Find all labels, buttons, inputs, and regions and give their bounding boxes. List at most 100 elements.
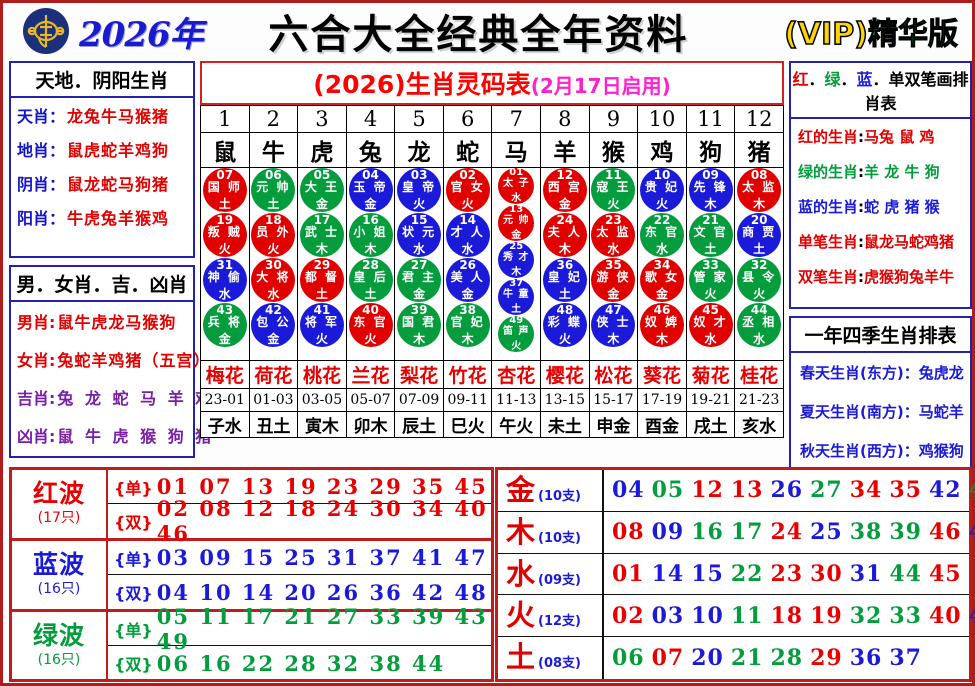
zodiac-number-ball[interactable]: 03 皇 帝火: [397, 168, 442, 212]
zodiac-number-ball[interactable]: 32 县 令火: [737, 258, 782, 302]
ball-element: 火: [218, 242, 231, 256]
column-animal: 蛇: [442, 132, 493, 168]
ball-element: 木: [364, 242, 377, 256]
ball-title: 西 宫: [547, 180, 582, 194]
ball-number: 37: [509, 278, 524, 289]
column-balls: 09 先 锋木 21 文 官土 33 管 家火 45 奴 才水: [685, 167, 736, 361]
zodiac-number-ball[interactable]: 22 东 官水: [639, 213, 684, 257]
element-glyph: 土: [506, 640, 536, 675]
zodiac-number-ball[interactable]: 40 东 官火: [348, 303, 393, 347]
column-balls: 08 太 监木 20 商 贾土 32 县 令火 44 丞 相水: [734, 167, 784, 361]
zodiac-number-ball[interactable]: 48 彩 蝶火: [542, 303, 587, 347]
element-number: 04: [612, 477, 645, 504]
wave-odd-row: {单} 05 11 17 21 27 33 39 43 49: [108, 604, 491, 654]
column-flower: 葵花: [637, 360, 687, 389]
zodiac-number-ball[interactable]: 38 官 妃木: [445, 303, 490, 347]
column-time-range: 23-01: [200, 388, 250, 412]
ball-title: 状 元: [402, 225, 437, 239]
zodiac-number-ball[interactable]: 29 都 督土: [299, 258, 344, 302]
zodiac-number-ball[interactable]: 37 牛 童土: [498, 278, 535, 315]
zodiac-number-ball[interactable]: 18 员 外火: [251, 213, 296, 257]
element-number: 22: [730, 560, 764, 587]
ball-title: 丞 相: [742, 315, 777, 329]
zodiac-number-ball[interactable]: 12 西 宫金: [542, 168, 587, 212]
zodiac-number-ball[interactable]: 20 商 贾土: [737, 213, 782, 257]
ball-number: 04: [362, 168, 379, 182]
zodiac-number-ball[interactable]: 24 夫 人木: [542, 213, 587, 257]
ball-element: 木: [461, 332, 474, 346]
zodiac-number-ball[interactable]: 42 包 公金: [251, 303, 296, 347]
even-label: {双}: [114, 513, 153, 532]
column-animal: 鸡: [637, 132, 687, 168]
ball-element: 水: [704, 332, 717, 346]
ball-element: 水: [267, 287, 280, 301]
zodiac-number-ball[interactable]: 02 官 女火: [445, 168, 490, 212]
element-number: 14: [651, 560, 685, 587]
ball-element: 火: [364, 332, 377, 346]
five-elements-table: 金(10支)04051213262734354243木(10支)08091617…: [495, 467, 975, 682]
zodiac-number-ball[interactable]: 11 寇 王火: [591, 168, 636, 212]
ball-title: 奴 才: [693, 315, 728, 329]
zodiac-number-ball[interactable]: 43 兵 将金: [202, 303, 247, 347]
ball-title: 奴 婢: [644, 315, 680, 329]
odd-label: {单}: [114, 620, 153, 640]
zodiac-number-ball[interactable]: 35 游 侠金: [591, 258, 636, 302]
element-row: 水 (09支) 01 14 15 22 23 30 31 44 45: [498, 553, 969, 596]
zodiac-number-ball[interactable]: 44 丞 相水: [737, 303, 782, 347]
zodiac-number-ball[interactable]: 10 贵 妃火: [639, 168, 684, 212]
zodiac-number-ball[interactable]: 34 歌 女金: [639, 258, 684, 302]
element-number: 06: [612, 645, 645, 672]
zodiac-number-ball[interactable]: 05 大 王金: [299, 168, 344, 212]
ball-title: 歌 女: [644, 270, 680, 284]
zodiac-number-ball[interactable]: 08 太 监木: [737, 168, 782, 212]
even-numbers: 02 08 12 18 24 30 34 40 46: [156, 496, 488, 546]
odd-numbers: 01 07 13 19 23 29 35 45: [156, 474, 488, 499]
list-item: 蓝的生肖: 蛇 虎 猪 猴: [791, 189, 970, 224]
zodiac-number-ball[interactable]: 07 国 师土: [202, 168, 247, 212]
element-number: 11: [730, 602, 764, 629]
zodiac-number-ball[interactable]: 17 武 士木: [299, 213, 344, 257]
zodiac-number-ball[interactable]: 01 太 子水: [498, 168, 535, 204]
zodiac-number-ball[interactable]: 21 文 官土: [688, 213, 733, 257]
ball-number: 47: [605, 303, 622, 317]
column-animal: 猪: [734, 132, 784, 168]
zodiac-number-ball[interactable]: 25 秀 才木: [498, 242, 535, 278]
zodiac-number-ball[interactable]: 47 侠 士木: [591, 303, 636, 347]
element-glyph: 水: [506, 556, 536, 591]
zodiac-number-ball[interactable]: 27 君 主金: [397, 258, 442, 302]
zodiac-number-ball[interactable]: 19 叛 贼火: [202, 213, 247, 257]
zodiac-number-ball[interactable]: 31 神 偷水: [202, 258, 247, 302]
zodiac-number-ball[interactable]: 04 玉 帝金: [348, 168, 393, 212]
zodiac-number-ball[interactable]: 45 奴 才水: [688, 303, 733, 347]
ball-element: 土: [267, 197, 280, 211]
column-branch-element: 戌土: [685, 411, 736, 438]
zodiac-number-ball[interactable]: 23 太 监水: [591, 213, 636, 257]
row-value: 兔蛇羊鸡猪（五宫）: [57, 351, 211, 370]
zodiac-number-ball[interactable]: 26 美 人金: [445, 258, 490, 302]
zodiac-number-ball[interactable]: 46 奴 婢木: [639, 303, 684, 347]
list-item: 双笔生肖: 虎猴狗兔羊牛: [791, 259, 970, 294]
zodiac-number-ball[interactable]: 33 管 家火: [688, 258, 733, 302]
element-number: 33: [889, 602, 922, 629]
zodiac-number-ball[interactable]: 41 将 军火: [299, 303, 344, 347]
zodiac-number-ball[interactable]: 30 大 将水: [251, 258, 296, 302]
zodiac-table-title-sub: (2月17日启用): [530, 74, 671, 98]
zodiac-number-ball[interactable]: 06 元 帅土: [251, 168, 296, 212]
column-flower: 梨花: [394, 360, 444, 389]
zodiac-number-ball[interactable]: 14 才 人水: [445, 213, 490, 257]
zodiac-number-ball[interactable]: 36 皇 妃土: [542, 258, 587, 302]
zodiac-number-ball[interactable]: 09 先 锋木: [688, 168, 733, 212]
zodiac-number-ball[interactable]: 49 笛 声火: [498, 316, 535, 352]
element-number: 23: [770, 560, 804, 587]
element-number: 36: [849, 645, 883, 672]
ball-element: 土: [218, 197, 231, 211]
zodiac-number-ball[interactable]: 28 皇 后土: [348, 258, 393, 302]
ball-number: 09: [702, 168, 719, 182]
zodiac-number-ball[interactable]: 15 状 元水: [397, 213, 442, 257]
row-value: 鼠龙蛇马狗猪: [67, 175, 170, 194]
column-animal: 猴: [588, 132, 639, 168]
zodiac-number-ball[interactable]: 39 国 君木: [397, 303, 442, 347]
zodiac-number-ball[interactable]: 13 元 帅金: [498, 205, 535, 241]
zodiac-number-ball[interactable]: 16 小 姐木: [348, 213, 393, 257]
row-sep: :: [858, 197, 865, 216]
